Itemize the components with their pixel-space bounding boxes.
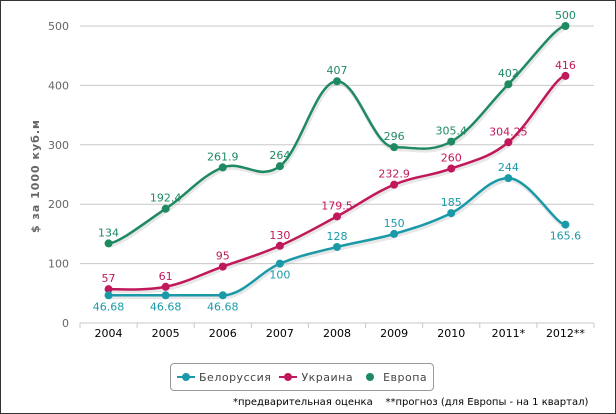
data-label: 416: [555, 59, 576, 72]
data-point: [504, 174, 513, 183]
data-point: [561, 71, 570, 80]
data-label: 407: [327, 64, 348, 77]
data-label: 402: [498, 67, 519, 80]
legend-label: Европа: [383, 370, 428, 384]
data-label: 61: [159, 270, 173, 283]
legend-item[interactable]: Украина: [279, 371, 353, 384]
data-label: 150: [384, 217, 405, 230]
x-tick-label: 2010: [437, 327, 465, 340]
data-point: [504, 138, 513, 147]
data-point: [104, 291, 113, 300]
data-point: [104, 239, 113, 248]
data-label: 261.9: [207, 150, 239, 163]
y-tick-label: 200: [48, 198, 69, 211]
data-point: [447, 137, 456, 146]
data-label: 260: [441, 152, 462, 165]
data-label: 95: [216, 250, 230, 263]
x-tick-label: 2004: [95, 327, 123, 340]
legend-marker-icon: [177, 372, 195, 382]
data-point: [275, 162, 284, 171]
data-label: 264: [269, 149, 290, 162]
data-label: 128: [327, 230, 348, 243]
x-tick-label: 2005: [152, 327, 180, 340]
y-tick-label: 400: [48, 79, 69, 92]
data-label: 244: [498, 161, 519, 174]
legend-label: Белоруссия: [199, 370, 272, 384]
y-axis-label: $ за 1000 куб.м: [29, 119, 42, 233]
x-tick-label: 2009: [380, 327, 408, 340]
data-point: [561, 220, 570, 229]
data-label: 179.5: [321, 199, 353, 212]
y-tick-label: 100: [48, 258, 69, 271]
series-shadow: [109, 75, 568, 294]
y-tick-label: 0: [62, 317, 69, 330]
x-tick-label: 2012**: [546, 327, 585, 340]
x-tick-label: 2008: [323, 327, 351, 340]
data-label: 500: [555, 9, 576, 22]
data-point: [161, 204, 170, 213]
legend: Белоруссия Украина Европа: [170, 363, 435, 391]
data-point: [447, 164, 456, 173]
x-tick-label: 2011*: [492, 327, 526, 340]
data-label: 100: [269, 269, 290, 282]
y-tick-label: 500: [48, 20, 69, 33]
legend-marker-icon: [279, 372, 298, 382]
legend-label: Украина: [301, 370, 354, 384]
data-point: [218, 291, 227, 300]
data-label: 46.68: [93, 300, 125, 313]
data-point: [104, 285, 113, 294]
data-point: [561, 22, 570, 30]
data-label: 192.4: [150, 192, 182, 205]
data-label: 232.9: [378, 168, 410, 181]
data-label: 185: [441, 196, 462, 209]
data-label: 296: [384, 130, 405, 143]
data-point: [218, 262, 227, 271]
data-point: [390, 180, 399, 189]
data-point: [390, 143, 399, 152]
data-point: [333, 212, 341, 221]
data-label: 46.68: [207, 300, 239, 313]
data-point: [218, 163, 227, 172]
data-point: [275, 259, 284, 268]
data-point: [161, 291, 170, 300]
x-tick-label: 2007: [266, 327, 294, 340]
legend-item[interactable]: Белоруссия: [177, 371, 271, 384]
data-label: 134: [98, 226, 119, 239]
data-point: [447, 209, 456, 218]
data-point: [333, 242, 341, 251]
data-point: [275, 241, 284, 250]
legend-marker-icon: [361, 372, 379, 382]
data-label: 57: [102, 272, 116, 285]
y-tick-label: 300: [48, 139, 69, 152]
footnote: *предварительная оценка **прогноз (для Е…: [233, 397, 589, 408]
legend-item[interactable]: Европа: [361, 371, 427, 384]
data-label: 130: [269, 229, 290, 242]
data-label: 46.68: [150, 300, 182, 313]
data-point: [390, 229, 399, 238]
data-label: 305.4: [435, 125, 467, 138]
x-tick-label: 2006: [209, 327, 237, 340]
data-label: 165.6: [550, 230, 582, 243]
data-point: [504, 80, 513, 89]
data-point: [161, 282, 170, 291]
data-label: 304.25: [489, 125, 528, 138]
data-point: [333, 77, 341, 86]
